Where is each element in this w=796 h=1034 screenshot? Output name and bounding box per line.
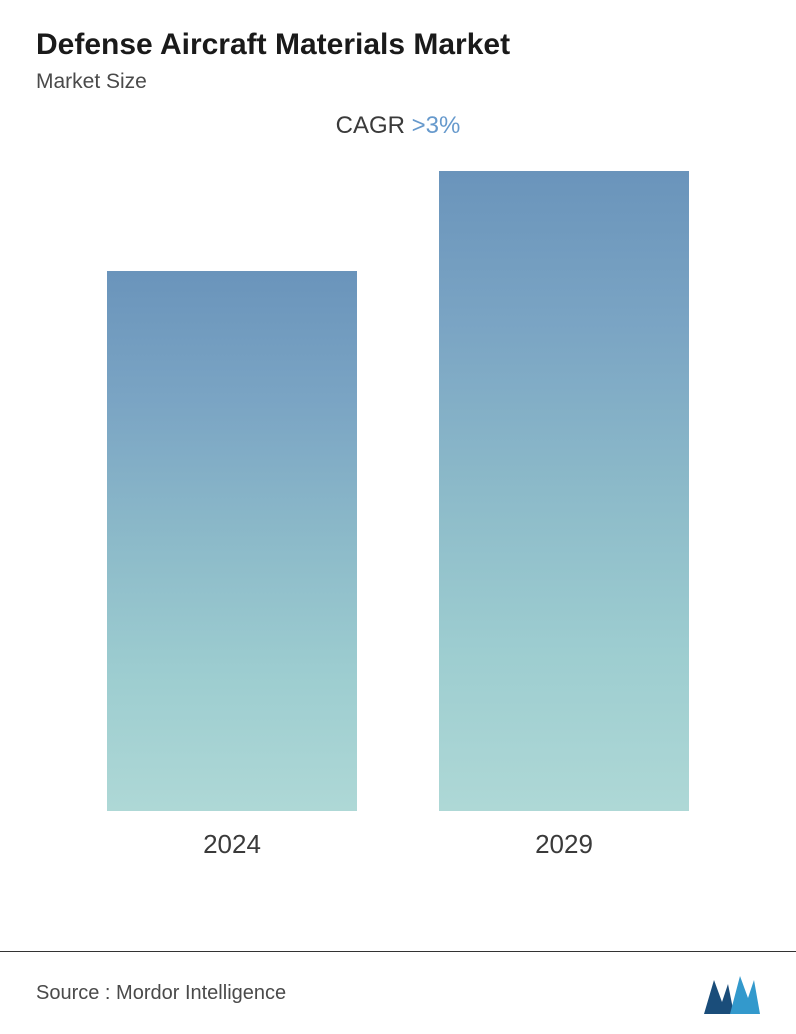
bar-2024 — [107, 271, 357, 811]
chart-title: Defense Aircraft Materials Market — [36, 28, 760, 62]
bar-label: 2029 — [535, 829, 593, 860]
bar-label: 2024 — [203, 829, 261, 860]
cagr-indicator: CAGR >3% — [36, 112, 760, 140]
chart-subtitle: Market Size — [36, 70, 760, 94]
cagr-value: >3% — [412, 112, 461, 139]
cagr-label: CAGR — [336, 112, 412, 139]
bar-chart: 2024 2029 — [36, 180, 760, 860]
bar-2029 — [439, 171, 689, 811]
chart-footer: Source : Mordor Intelligence — [0, 951, 796, 1034]
bar-group: 2029 — [398, 171, 730, 860]
source-attribution: Source : Mordor Intelligence — [36, 982, 286, 1005]
bar-group: 2024 — [66, 271, 398, 860]
chart-container: Defense Aircraft Materials Market Market… — [0, 0, 796, 1034]
mordor-logo-icon — [704, 972, 760, 1014]
